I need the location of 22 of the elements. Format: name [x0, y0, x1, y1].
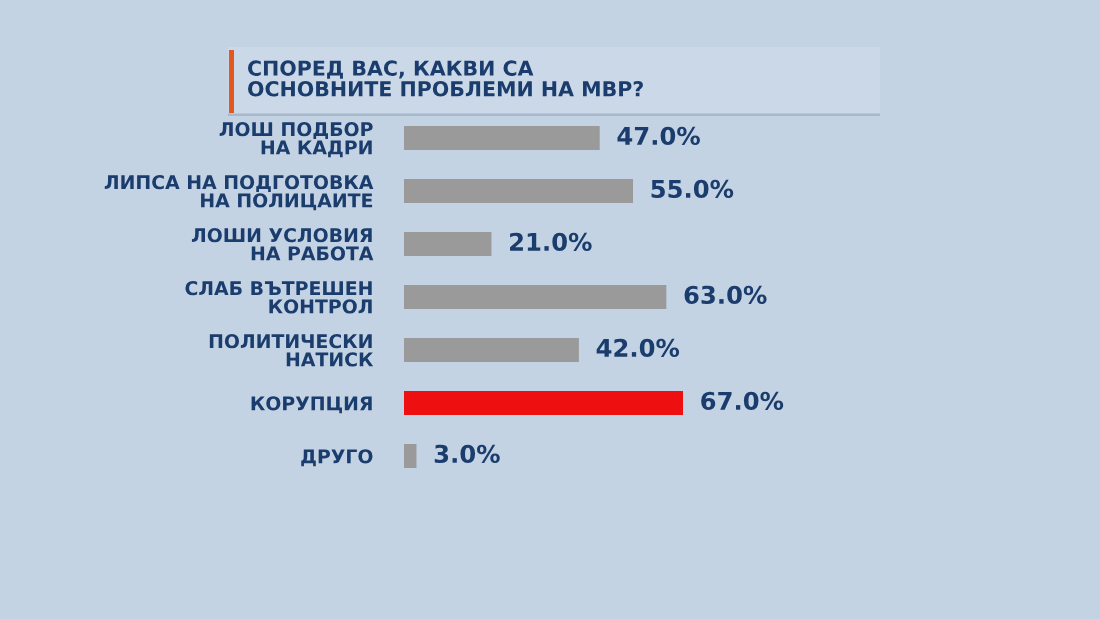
data-label: 55.0%: [651, 179, 734, 199]
bar: [404, 232, 492, 256]
y-tick-label: СЛАБ ВЪТРЕШЕН КОНТРОЛ: [185, 281, 372, 314]
chart-title: СПОРЕД ВАС, КАКВИ СА ОСНОВНИТЕ ПРОБЛЕМИ НА МВР?: [248, 60, 643, 97]
data-label: 67.0%: [701, 391, 784, 411]
data-label: 42.0%: [596, 338, 680, 358]
y-tick-label: ЛОШИ УСЛОВИЯ НА РАБОТА: [191, 228, 374, 261]
bar: [404, 285, 667, 309]
bar: [404, 179, 634, 203]
y-tick-label: ДРУГО: [301, 449, 373, 467]
y-tick-label: ЛОШ ПОДБОР НА КАДРИ: [219, 122, 373, 158]
data-label: 3.0%: [434, 444, 500, 464]
bar: [404, 338, 579, 362]
y-tick-label: ПОЛИТИЧЕСКИ НАТИСК: [209, 334, 374, 367]
data-label: 21.0%: [510, 232, 592, 252]
data-label: 63.0%: [684, 285, 767, 305]
bar: [404, 126, 600, 150]
bar: [404, 391, 683, 415]
y-tick-label: ЛИПСА НА ПОДГОТОВКА НА ПОЛИЦАИТЕ: [104, 175, 374, 211]
data-label: 47.0%: [617, 126, 700, 146]
y-tick-label: КОРУПЦИЯ: [251, 396, 372, 414]
bar: [404, 444, 417, 468]
